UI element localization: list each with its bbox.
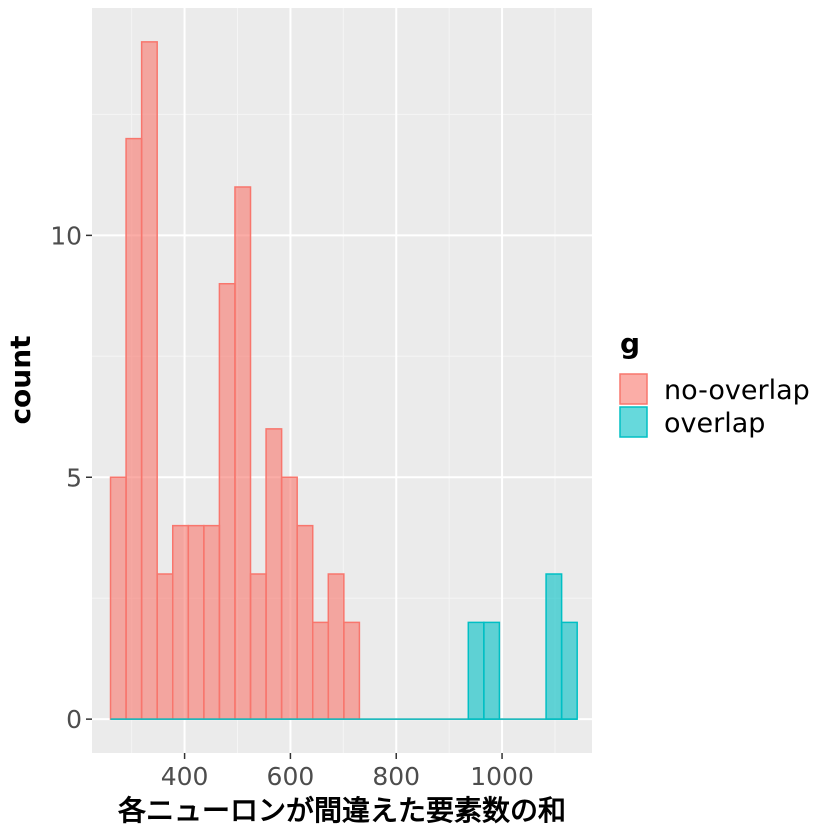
bar-overlap [560, 621, 578, 720]
x-tick-label: 600 [267, 762, 315, 791]
legend-label-overlap: overlap [664, 408, 765, 439]
bar-no-overlap [280, 476, 298, 720]
bar-no-overlap [140, 41, 158, 720]
bar-no-overlap [109, 476, 127, 720]
bar-overlap [545, 573, 563, 720]
bar-no-overlap [171, 524, 190, 720]
legend-title: g [620, 327, 640, 360]
histogram-bars [109, 41, 578, 720]
legend: g no-overlap overlap [619, 327, 810, 439]
bar-no-overlap [125, 137, 143, 720]
x-tick-label: 400 [161, 762, 209, 791]
bar-no-overlap [156, 573, 174, 720]
bar-no-overlap [343, 621, 361, 720]
bar-overlap [467, 621, 485, 720]
bar-no-overlap [296, 524, 314, 720]
y-axis-title: count [4, 335, 37, 424]
bar-no-overlap [311, 621, 330, 720]
legend-label-no-overlap: no-overlap [664, 375, 810, 406]
bar-no-overlap [203, 524, 221, 720]
x-tick-label: 800 [372, 762, 420, 791]
legend-key-no-overlap [619, 373, 648, 405]
x-axis-ticks: 400 600 800 1000 [161, 753, 534, 791]
bar-no-overlap [218, 282, 236, 720]
y-tick-label: 0 [66, 705, 82, 734]
bar-no-overlap [234, 186, 252, 720]
bar-no-overlap [327, 573, 345, 720]
x-tick-label: 1000 [470, 762, 534, 791]
bar-overlap [483, 621, 501, 720]
y-axis-ticks: 0 5 10 [50, 221, 92, 734]
y-tick-label: 10 [50, 221, 82, 250]
bar-no-overlap [187, 524, 205, 720]
legend-key-overlap [619, 406, 648, 438]
bar-no-overlap [265, 428, 283, 720]
bar-no-overlap [249, 573, 267, 720]
x-axis-title: 各ニューロンが間違えた要素数の和 [117, 794, 566, 827]
y-tick-label: 5 [66, 463, 82, 492]
